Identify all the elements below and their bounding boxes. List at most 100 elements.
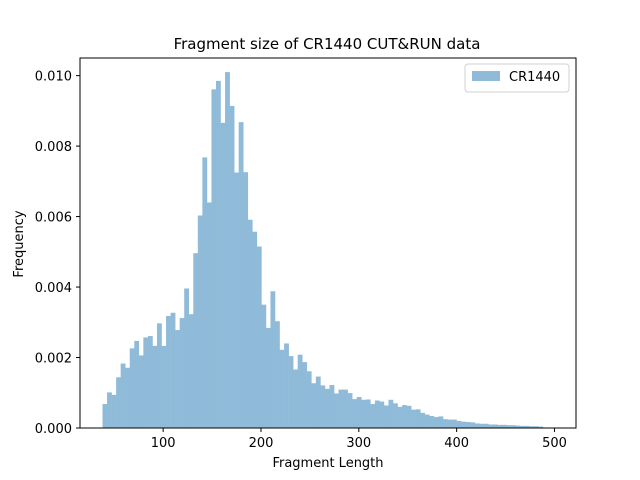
histogram-bar [524,425,530,428]
histogram-bar [265,327,271,428]
histogram-bar [470,422,476,428]
histogram-bar [488,424,494,428]
histogram-bars [102,72,544,429]
legend-swatch [472,71,500,81]
histogram-bar [270,291,276,428]
histogram-bar [306,371,312,428]
histogram-bar [492,424,498,428]
histogram-bar [424,414,430,428]
chart-title: Fragment size of CR1440 CUT&RUN data [174,35,481,53]
y-tick-label: 0.002 [35,352,72,367]
histogram-bar [511,425,516,428]
histogram-bar [433,417,439,428]
legend: CR1440 [464,63,570,93]
histogram-bar [334,393,339,428]
histogram-bar [474,423,480,428]
histogram-bar [533,426,539,428]
histogram-bar [406,405,412,428]
histogram-bar [479,423,485,428]
y-tick-label: 0.006 [35,211,72,226]
histogram-bar [193,253,199,428]
histogram-bar [197,215,203,428]
x-tick-label: 500 [542,436,567,451]
histogram-bar [252,231,258,428]
histogram-bar [497,424,503,428]
histogram-bar [120,363,126,428]
legend-label-cr1440: CR1440 [509,70,560,85]
histogram-bar [393,403,398,428]
histogram-bar [415,409,421,428]
histogram-bar [147,336,153,428]
histogram-bar [238,122,244,428]
histogram-bar [243,172,249,428]
histogram-bar [506,425,512,428]
histogram-bar [383,405,389,428]
histogram-bar [388,399,394,428]
x-axis: 100 200 300 400 500 [151,428,567,451]
histogram-bar [370,404,376,428]
histogram-bar [175,330,180,428]
histogram-bar [374,400,380,428]
histogram-bar [102,404,108,428]
histogram-bar [111,394,117,428]
histogram-bar [161,345,167,428]
histogram-bar [501,424,507,428]
histogram-bar [320,385,326,428]
histogram-bar [234,172,239,428]
histogram-bar [170,312,176,428]
histogram-bar [356,396,362,428]
histogram-bar [215,80,221,429]
histogram-bar [202,157,208,428]
plot-area-frame [79,57,577,429]
y-axis: 0.000 0.002 0.004 0.006 0.008 0.010 [35,70,80,437]
histogram-bar [297,354,303,428]
histogram-bar [134,340,140,428]
histogram-bar [274,321,280,428]
histogram-bar [438,416,444,428]
histogram-bar [284,343,289,428]
histogram-bar [315,376,321,428]
histogram-bar [452,419,457,428]
histogram-bar [261,304,267,428]
histogram-bar [279,349,285,428]
histogram-bar [206,202,212,428]
histogram-bar [166,315,171,428]
histogram-bar [538,426,544,428]
histogram-bar [288,356,294,428]
histogram-bar [402,405,407,428]
histogram-bar [442,419,448,428]
histogram-bar [429,416,435,428]
x-tick-label: 300 [346,436,371,451]
y-tick-label: 0.008 [35,140,72,155]
histogram-bar [311,383,317,428]
histogram-bar [483,423,489,428]
histogram-bar [465,422,471,428]
histogram-bar [352,399,358,428]
histogram-bar [220,122,226,428]
histogram-bar [138,355,144,428]
histogram-bar [188,314,194,428]
histogram-bar [379,401,385,428]
histogram-bar [447,419,453,428]
histogram-bar [143,337,149,428]
histogram-bar [365,399,371,428]
histogram-bar [179,318,185,428]
y-axis-label: Frequency [12,210,27,277]
x-tick-label: 400 [444,436,469,451]
histogram-bar [116,377,121,428]
histogram-bar [293,369,298,428]
x-tick-label: 100 [151,436,176,451]
histogram-bar [125,367,131,428]
x-tick-label: 200 [249,436,274,451]
histogram-bar [520,425,525,428]
histogram-bar [515,425,521,428]
histogram-bar [329,385,335,428]
histogram-bar [225,72,230,428]
histogram-bar [156,323,162,428]
histogram-bar [302,362,308,428]
histogram-bar [461,421,466,428]
histogram-bar [420,412,426,428]
histogram-bar [347,393,353,428]
histogram-bar [361,399,367,428]
